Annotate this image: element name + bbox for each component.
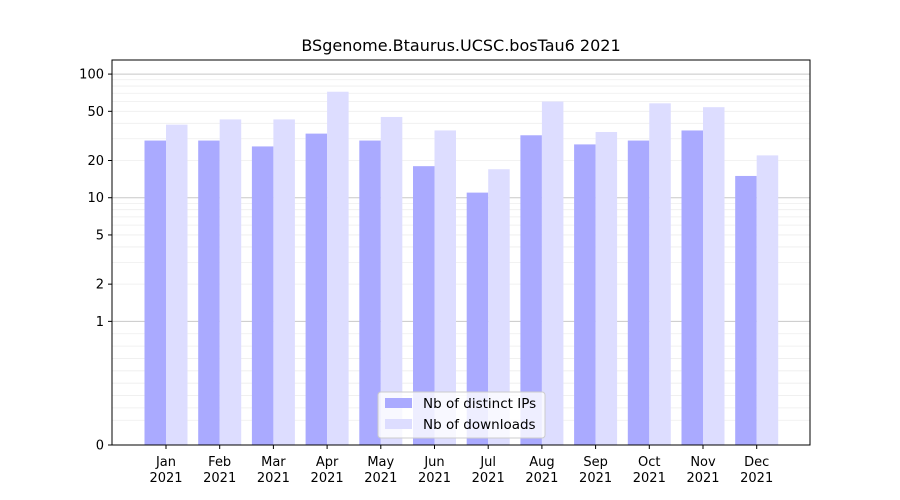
bar-downloads: [703, 107, 725, 445]
bar-downloads: [166, 124, 188, 445]
bar-downloads: [756, 155, 779, 445]
x-tick-month: Mar: [261, 455, 286, 470]
y-tick-label: 1: [96, 315, 104, 330]
chart-title: BSgenome.Btaurus.UCSC.bosTau6 2021: [301, 36, 620, 55]
y-tick-label: 20: [87, 154, 104, 169]
x-tick-year: 2021: [472, 471, 505, 486]
bar-downloads: [327, 91, 349, 445]
bar-downloads: [380, 116, 403, 445]
x-tick-year: 2021: [149, 471, 182, 486]
bar-distinct-ips: [735, 175, 757, 445]
x-tick-year: 2021: [364, 471, 397, 486]
bar-distinct-ips: [251, 146, 274, 445]
x-tick-year: 2021: [203, 471, 236, 486]
x-tick-year: 2021: [579, 471, 612, 486]
y-tick-label: 2: [96, 278, 104, 293]
legend-swatch-ips: [385, 398, 412, 408]
bar-downloads: [488, 169, 510, 445]
x-tick-label: Mar 2021: [257, 455, 290, 486]
bar-distinct-ips: [627, 140, 650, 445]
x-tick-label: Nov 2021: [686, 455, 719, 486]
y-tick-label: 10: [87, 191, 104, 206]
x-tick-month: Oct: [638, 455, 660, 470]
bar-distinct-ips: [144, 140, 166, 445]
x-tick-label: Jan 2021: [149, 455, 182, 486]
bar-distinct-ips: [305, 133, 328, 445]
x-tick-label: Jul 2021: [472, 455, 505, 486]
x-tick-year: 2021: [257, 471, 290, 486]
x-tick-label: Feb 2021: [203, 455, 236, 486]
x-tick-label: Apr 2021: [311, 455, 344, 486]
bar-distinct-ips: [520, 135, 542, 445]
x-tick-month: Feb: [208, 455, 231, 470]
legend-swatch-downloads: [385, 419, 412, 429]
bar-distinct-ips: [359, 140, 381, 445]
bar-distinct-ips: [413, 166, 435, 445]
x-tick-month: Aug: [529, 455, 554, 470]
y-tick-label: 100: [79, 68, 104, 83]
x-tick-label: Dec 2021: [740, 455, 773, 486]
bar-distinct-ips: [198, 140, 220, 445]
bar-downloads: [273, 119, 295, 445]
x-tick-label: Sep 2021: [579, 455, 612, 486]
x-tick-year: 2021: [686, 471, 719, 486]
x-tick-month: Jun: [423, 455, 444, 470]
bar-downloads: [649, 103, 671, 445]
x-tick-month: Jul: [479, 455, 496, 470]
x-tick-month: Apr: [316, 455, 339, 470]
x-tick-month: Sep: [583, 455, 608, 470]
legend: Nb of distinct IPs Nb of downloads: [377, 391, 546, 439]
x-tick-label: Aug 2021: [525, 455, 558, 486]
bar-downloads: [219, 119, 242, 445]
legend-label-downloads: Nb of downloads: [423, 417, 536, 433]
x-tick-month: Nov: [690, 455, 716, 470]
x-tick-year: 2021: [740, 471, 773, 486]
bar-downloads: [595, 132, 618, 446]
bar-distinct-ips: [574, 144, 596, 445]
bar-distinct-ips: [466, 192, 489, 445]
bar-downloads: [434, 130, 456, 445]
y-tick-label: 5: [96, 228, 104, 243]
x-tick-year: 2021: [311, 471, 344, 486]
x-tick-month: Jan: [155, 455, 176, 470]
legend-label-ips: Nb of distinct IPs: [423, 396, 536, 412]
bars: [144, 91, 779, 446]
legend-box: [377, 391, 546, 439]
x-tick-year: 2021: [525, 471, 558, 486]
bar-downloads: [541, 101, 564, 445]
x-tick-month: May: [367, 455, 394, 470]
x-tick-label: May 2021: [364, 455, 397, 486]
y-tick-label: 0: [96, 439, 104, 454]
y-tick-label: 50: [87, 105, 104, 120]
x-tick-year: 2021: [418, 471, 451, 486]
x-tick-label: Jun 2021: [418, 455, 451, 486]
x-tick-year: 2021: [633, 471, 666, 486]
x-tick-label: Oct 2021: [633, 455, 666, 486]
x-tick-month: Dec: [744, 455, 769, 470]
bar-distinct-ips: [681, 130, 703, 445]
plot-frame: [111, 59, 811, 446]
axes: [108, 59, 811, 449]
